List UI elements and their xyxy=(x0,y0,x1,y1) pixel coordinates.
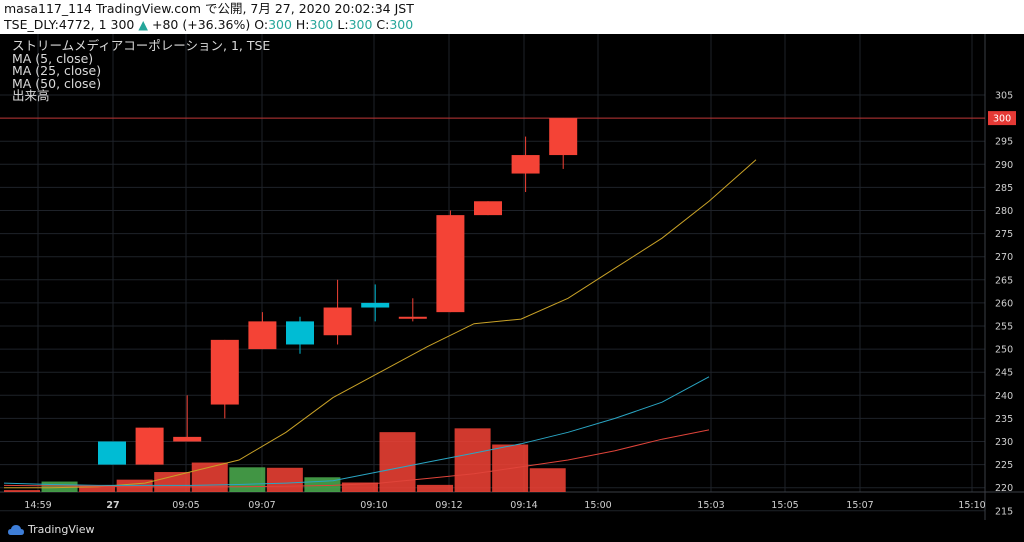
ma-line-2 xyxy=(3,429,710,488)
candle-body xyxy=(286,321,314,345)
y-tick-label: 260 xyxy=(995,298,1013,309)
volume-bar xyxy=(304,477,341,492)
x-tick-label: 09:12 xyxy=(435,500,462,511)
y-tick-label: 245 xyxy=(995,368,1013,379)
candle-body xyxy=(248,321,277,350)
legend-title[interactable]: ストリームメディアコーポレーション, 1, TSE xyxy=(12,38,271,53)
candle-body xyxy=(173,436,202,442)
y-tick-label: 265 xyxy=(995,275,1013,286)
last-price: 300 xyxy=(110,17,135,32)
y-tick-label: 285 xyxy=(995,183,1013,194)
candle-body xyxy=(511,155,540,174)
volume-bar xyxy=(41,481,78,492)
y-tick-label: 305 xyxy=(995,91,1013,102)
close-value: 300 xyxy=(389,17,414,32)
candle-body xyxy=(323,307,352,336)
volume-bar xyxy=(4,490,40,492)
price-label-bg xyxy=(988,111,1016,126)
symbol-line: TSE_DLY:4772, 1 300 ▲ +80 (+36.36%) O:30… xyxy=(4,17,413,33)
chart-header: masa117_114 TradingView.com で公開, 7月 27, … xyxy=(0,0,1024,34)
volume-bar xyxy=(529,468,566,492)
indicator-legend: ストリームメディアコーポレーション, 1, TSE MA (5, close) … xyxy=(12,38,271,103)
legend-ma25[interactable]: MA (25, close) xyxy=(12,63,102,78)
x-tick-label: 15:00 xyxy=(584,500,611,511)
publish-info: masa117_114 TradingView.com で公開, 7月 27, … xyxy=(4,1,414,16)
x-tick-label: 09:05 xyxy=(172,500,199,511)
volume-bar xyxy=(379,432,416,492)
close-label: C: xyxy=(376,17,390,32)
open-value: 300 xyxy=(268,17,292,32)
candle-body xyxy=(135,427,164,465)
candle-body xyxy=(210,339,239,405)
x-tick-label: 09:10 xyxy=(360,500,387,511)
y-tick-label: 225 xyxy=(995,460,1013,471)
candle-body xyxy=(361,302,390,308)
x-tick-label: 15:07 xyxy=(846,500,873,511)
candle-body xyxy=(436,215,465,313)
ma-line-0 xyxy=(4,159,757,489)
y-tick-label: 275 xyxy=(995,229,1013,240)
x-tick-label: 15:10 xyxy=(958,500,985,511)
y-tick-label: 250 xyxy=(995,345,1013,356)
volume-bar xyxy=(229,467,266,492)
candle-body xyxy=(398,316,427,319)
price-chart[interactable]: 215 220 225 230 235 240 245 250 255 260 265 270 275 2… xyxy=(0,34,1024,520)
legend-ma5[interactable]: MA (5, close) xyxy=(12,50,94,66)
y-tick-label: 240 xyxy=(995,391,1013,402)
y-tick-label: 290 xyxy=(995,160,1013,171)
volume-bar xyxy=(417,484,454,492)
open-label: O: xyxy=(254,17,269,32)
y-tick-label: 280 xyxy=(995,206,1013,217)
high-label: H: xyxy=(295,17,310,32)
volume-bar xyxy=(266,467,303,492)
volume-bar xyxy=(454,428,491,492)
footer: TradingView xyxy=(0,520,1024,542)
symbol-name: TSE_DLY:4772, 1 xyxy=(4,17,107,32)
candle-body xyxy=(98,441,126,465)
y-tick-label: 235 xyxy=(995,414,1013,425)
x-tick-label: 15:03 xyxy=(697,500,724,511)
candle-body xyxy=(474,201,502,216)
ma-line-1 xyxy=(3,376,710,486)
y-tick-label: 270 xyxy=(995,252,1013,263)
x-tick-label: 14:59 xyxy=(24,500,51,511)
brand-name: TradingView xyxy=(28,523,95,536)
volume-bar xyxy=(79,485,116,492)
volume-bar xyxy=(341,482,378,492)
high-value: 300 xyxy=(309,17,334,32)
x-tick-label: 09:07 xyxy=(248,500,275,511)
price-label: 300 xyxy=(993,114,1011,125)
up-arrow-icon: ▲ xyxy=(138,17,148,32)
candle-body xyxy=(549,118,578,156)
y-tick-label: 220 xyxy=(995,483,1013,494)
price-change: +80 (+36.36%) xyxy=(151,17,251,32)
volume-bar xyxy=(154,472,191,492)
legend-volume[interactable]: 出来高 xyxy=(12,88,50,103)
x-tick-label: 15:05 xyxy=(771,500,798,511)
tradingview-logo[interactable]: TradingView xyxy=(8,523,94,536)
low-label: L: xyxy=(337,17,349,32)
y-tick-label: 295 xyxy=(995,137,1013,148)
x-tick-label: 09:14 xyxy=(510,500,537,511)
cloud-icon xyxy=(8,524,24,535)
x-tick-label: 27 xyxy=(106,500,119,511)
y-tick-label: 230 xyxy=(995,437,1013,448)
legend-ma50[interactable]: MA (50, close) xyxy=(12,75,102,91)
y-tick-label: 255 xyxy=(995,322,1013,333)
y-tick-label: 215 xyxy=(995,506,1013,517)
low-value: 300 xyxy=(348,17,373,32)
